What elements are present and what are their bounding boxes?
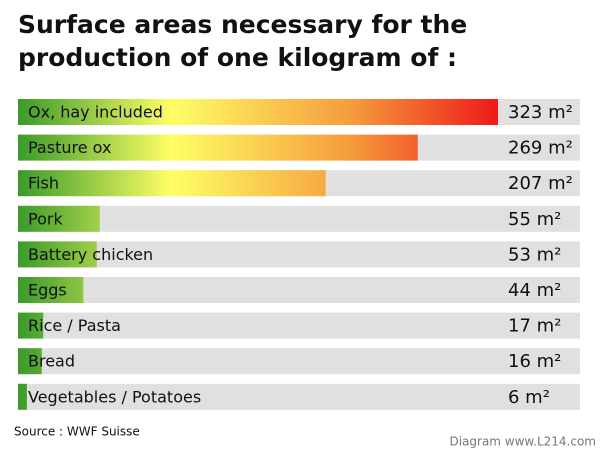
bar-track	[18, 205, 580, 232]
category-label: Vegetables / Potatoes	[28, 387, 201, 406]
source: Source : WWF Suisse	[14, 425, 140, 439]
bar-track	[18, 383, 580, 410]
bar-track	[18, 312, 580, 339]
value-label: 44 m²	[508, 280, 561, 301]
value-label: 55 m²	[508, 209, 561, 230]
bar	[18, 170, 326, 197]
value-label: 6 m²	[508, 387, 550, 408]
bar	[18, 241, 97, 268]
value-label: 17 m²	[508, 316, 561, 337]
category-label: Pasture ox	[28, 138, 111, 157]
value-label: 207 m²	[508, 173, 573, 194]
bar	[18, 134, 418, 161]
value-label: 269 m²	[508, 138, 573, 159]
category-label: Bread	[28, 352, 75, 371]
value-label: 323 m²	[508, 102, 573, 123]
category-label: Rice / Pasta	[28, 316, 121, 335]
bar	[18, 383, 27, 410]
category-label: Battery chicken	[28, 245, 153, 264]
bar	[18, 205, 100, 232]
bar-track	[18, 348, 580, 375]
bar	[18, 312, 44, 339]
bar-track	[18, 241, 580, 268]
value-label: 16 m²	[508, 351, 561, 372]
chart-title: Surface areas necessary for the producti…	[18, 10, 468, 72]
category-label: Ox, hay included	[28, 103, 163, 122]
bar	[18, 348, 42, 375]
category-label: Pork	[28, 209, 63, 228]
credit: Diagram www.L214.com	[449, 435, 596, 449]
category-label: Eggs	[28, 281, 67, 300]
bar-track	[18, 277, 580, 303]
bar	[18, 99, 498, 125]
category-label: Fish	[28, 174, 59, 193]
value-label: 53 m²	[508, 244, 561, 265]
bar	[18, 277, 84, 303]
